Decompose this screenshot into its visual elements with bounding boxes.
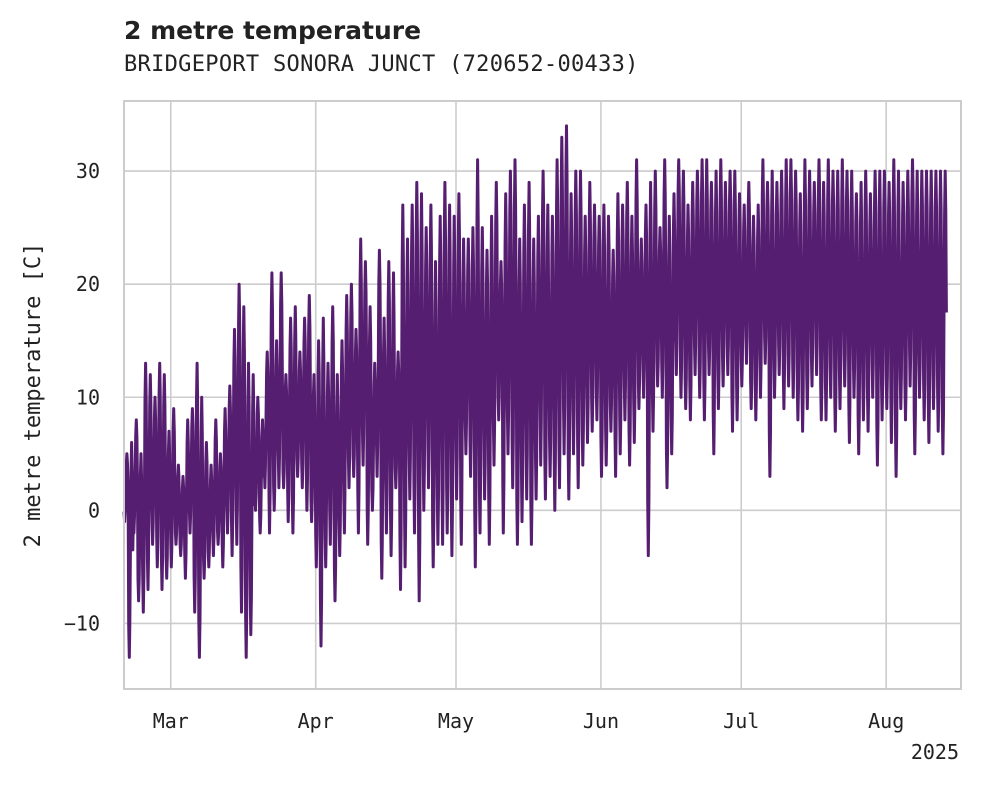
y-tick-label: 10 [76, 385, 100, 409]
chart-subtitle: BRIDGEPORT SONORA JUNCT (720652-00433) [124, 52, 639, 77]
x-tick-label: Jul [723, 709, 759, 733]
x-tick-label: Jun [583, 709, 619, 733]
chart-title: 2 metre temperature [124, 16, 422, 45]
x-tick-label: May [438, 709, 474, 733]
y-tick-label: 20 [76, 272, 100, 296]
x-tick-label: Aug [868, 709, 904, 733]
y-tick-label: −10 [64, 611, 100, 635]
tick-labels: −10 0 10 20 30 Mar Apr May Jun Jul Aug [64, 159, 904, 733]
y-tick-label: 0 [88, 498, 100, 522]
y-tick-label: 30 [76, 159, 100, 183]
series-layer [122, 124, 948, 659]
plot-frame [123, 100, 962, 690]
y-axis-label: 2 metre temperature [C] [21, 243, 46, 548]
x-axis-year-label: 2025 [911, 740, 959, 764]
x-tick-label: Apr [298, 709, 334, 733]
temperature-series-line [122, 124, 948, 659]
x-tick-label: Mar [153, 709, 189, 733]
